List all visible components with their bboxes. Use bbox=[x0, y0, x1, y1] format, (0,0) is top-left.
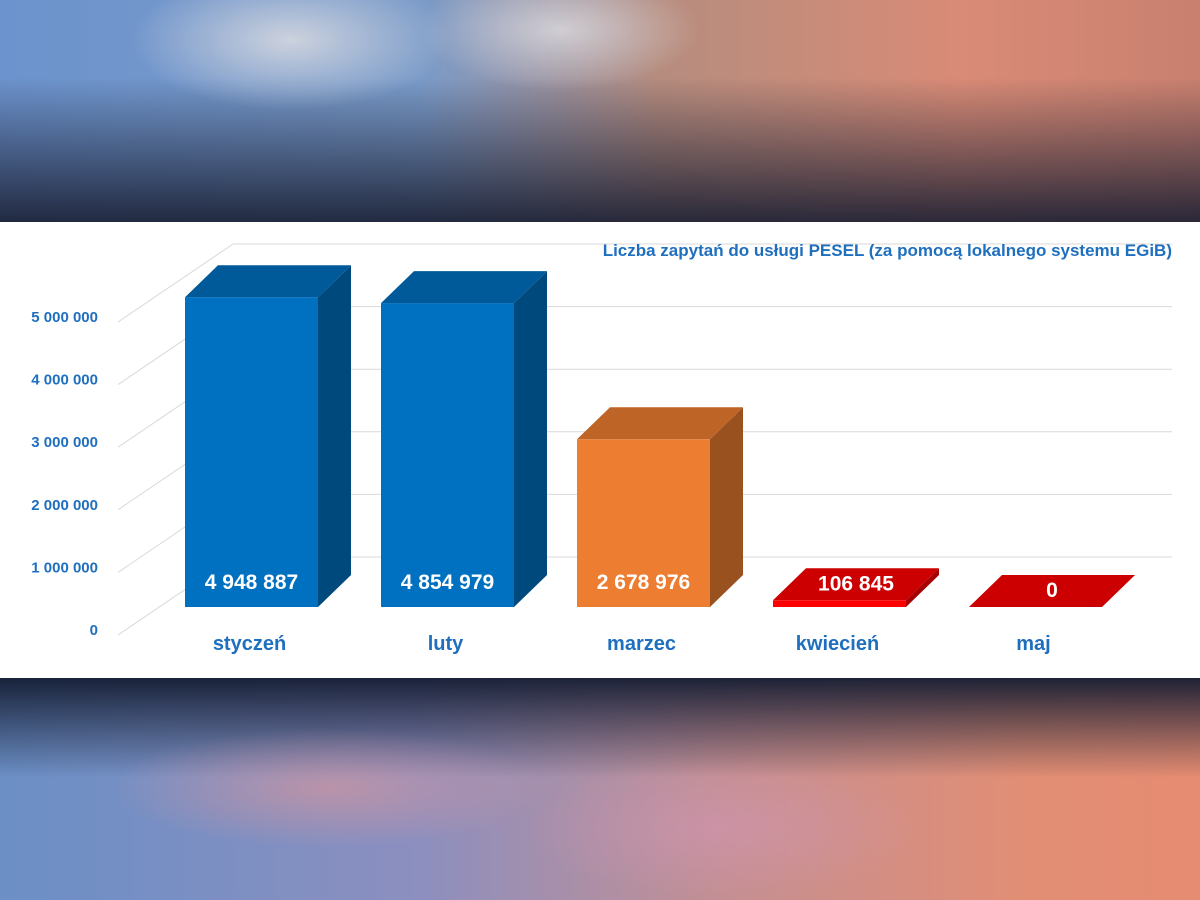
bar: 4 854 979 bbox=[381, 271, 547, 607]
category-label: luty bbox=[428, 633, 464, 655]
y-tick-label: 2 000 000 bbox=[31, 497, 98, 514]
gridline-diagonal bbox=[117, 243, 234, 323]
blurred-background-bottom bbox=[0, 678, 1200, 900]
category-label: maj bbox=[1016, 633, 1050, 655]
value-label: 4 948 887 bbox=[205, 571, 298, 594]
value-label: 2 678 976 bbox=[597, 571, 690, 594]
chart-panel: 4 948 887 4 854 979 2 678 976 106 845 0 0 1 0… bbox=[0, 222, 1200, 678]
chart-title: Liczba zapytań do usługi PESEL (za pomoc… bbox=[603, 241, 1172, 260]
y-tick-label: 3 000 000 bbox=[31, 434, 98, 451]
category-label: kwiecień bbox=[796, 633, 879, 655]
y-tick-label: 5 000 000 bbox=[31, 309, 98, 326]
bar: 4 948 887 bbox=[185, 265, 351, 607]
y-axis: 0 1 000 000 2 000 000 3 000 000 4 000 000 5 0… bbox=[31, 309, 98, 639]
bar-front bbox=[577, 439, 710, 607]
bar-top bbox=[773, 568, 939, 601]
bar-front bbox=[381, 303, 514, 607]
bar-front bbox=[185, 297, 318, 607]
bar-side bbox=[514, 271, 547, 607]
bar-top bbox=[969, 575, 1135, 607]
bar-side bbox=[906, 568, 939, 607]
x-axis: styczeń luty marzec kwiecień maj bbox=[213, 633, 1051, 655]
category-label: marzec bbox=[607, 633, 676, 655]
bar: 0 bbox=[969, 575, 1135, 607]
y-tick-label: 0 bbox=[90, 622, 98, 639]
value-label: 0 bbox=[1046, 579, 1058, 602]
bar-side bbox=[710, 407, 743, 607]
bar: 2 678 976 bbox=[577, 407, 743, 607]
value-label: 106 845 bbox=[818, 572, 894, 595]
y-tick-label: 1 000 000 bbox=[31, 559, 98, 576]
bar-front bbox=[773, 600, 906, 607]
category-label: styczeń bbox=[213, 633, 286, 655]
blurred-background-top bbox=[0, 0, 1200, 222]
bar-top bbox=[577, 407, 743, 440]
bar: 106 845 bbox=[773, 568, 939, 607]
bar-chart: 4 948 887 4 854 979 2 678 976 106 845 0 0 1 0… bbox=[31, 241, 1172, 655]
bar-side bbox=[318, 265, 351, 607]
bars: 4 948 887 4 854 979 2 678 976 106 845 0 bbox=[185, 265, 1135, 607]
bar-top bbox=[185, 265, 351, 298]
y-tick-label: 4 000 000 bbox=[31, 372, 98, 389]
value-label: 4 854 979 bbox=[401, 571, 494, 594]
bar-top bbox=[381, 271, 547, 304]
